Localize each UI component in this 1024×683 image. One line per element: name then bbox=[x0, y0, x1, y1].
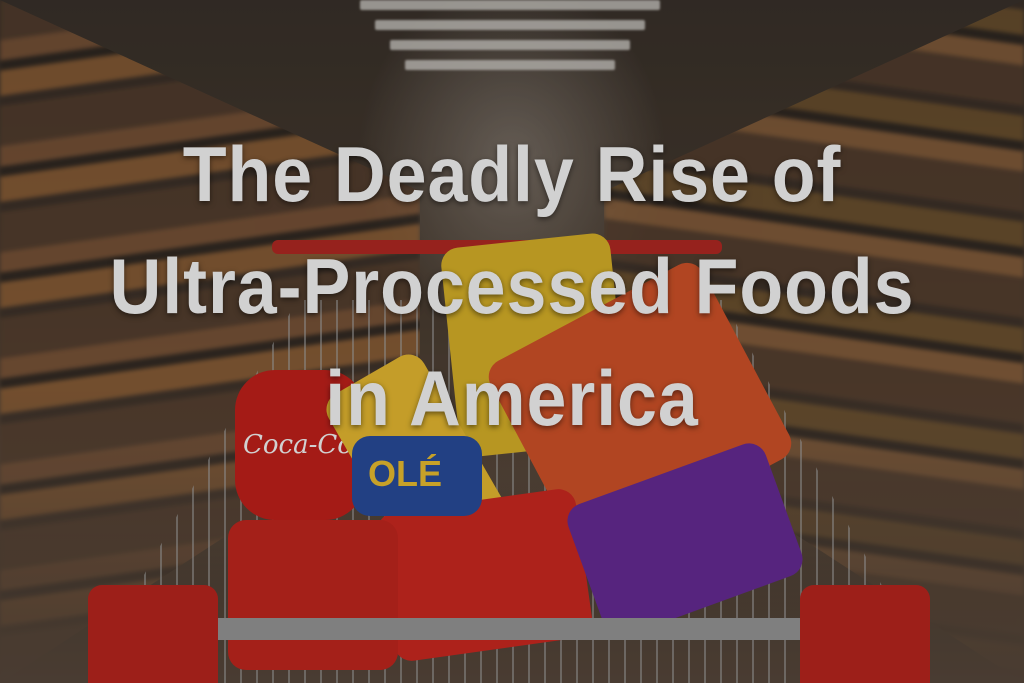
ceiling-light bbox=[390, 40, 630, 50]
cart-front-rail bbox=[210, 618, 810, 640]
ceiling-light bbox=[375, 20, 645, 30]
cart-corner-right bbox=[800, 585, 930, 683]
ceiling-light bbox=[405, 60, 615, 70]
noodle-bag-red bbox=[228, 520, 398, 670]
ceiling-light bbox=[360, 0, 660, 10]
snack-bag-blue: OLÉ bbox=[352, 436, 482, 516]
snack-label: OLÉ bbox=[368, 453, 443, 494]
cart-corner-left bbox=[88, 585, 218, 683]
